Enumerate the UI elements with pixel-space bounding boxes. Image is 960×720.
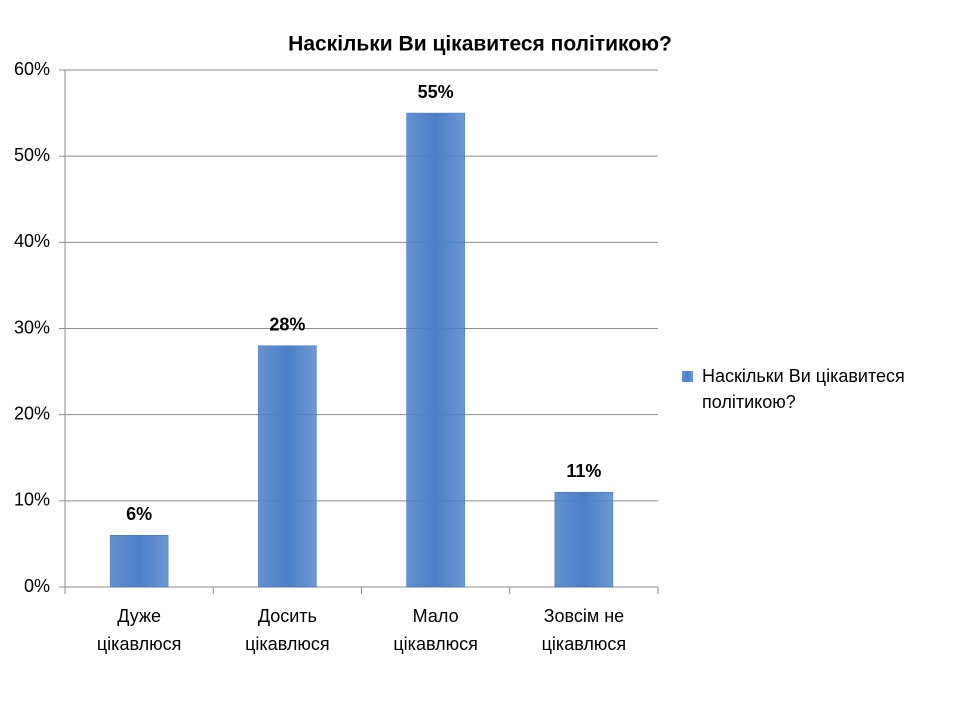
bar (406, 112, 465, 588)
legend-swatch (682, 371, 693, 382)
y-tick-label: 10% (14, 490, 50, 510)
y-tick-label: 20% (14, 403, 50, 423)
value-label: 11% (566, 461, 601, 481)
x-tick-label: Мало цікавлюся (393, 606, 478, 654)
value-label: 6% (126, 504, 152, 524)
y-tick-label: 60% (14, 59, 50, 79)
y-tick-label: 50% (14, 145, 50, 165)
bar (554, 491, 614, 588)
y-tick-label: 0% (24, 576, 50, 596)
chart-title: Наскільки Ви цікавитеся політикою? (288, 33, 672, 56)
x-tick-label: Дуже цікавлюся (97, 606, 182, 654)
value-label: 55% (418, 82, 454, 102)
y-tick-label: 40% (14, 231, 50, 251)
bar (258, 345, 317, 588)
value-label: 28% (269, 314, 305, 334)
legend-label: Наскільки Ви цікавитеся політикою? (702, 366, 905, 412)
x-tick-label: Зовсім не цікавлюся (542, 606, 627, 654)
bar (109, 535, 169, 588)
y-tick-label: 30% (14, 317, 50, 337)
x-tick-label: Досить цікавлюся (245, 606, 330, 654)
